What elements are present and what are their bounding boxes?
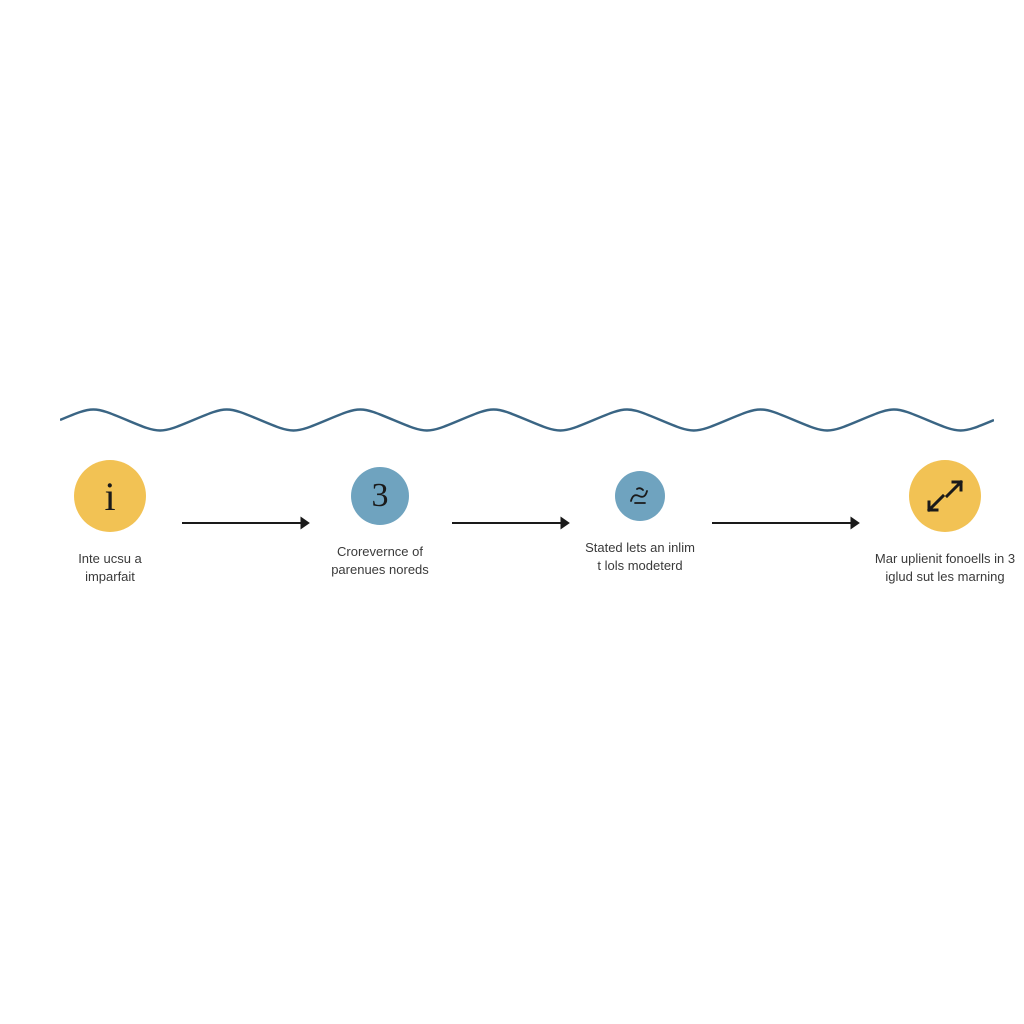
step-2-label: Crorevernce of parenues noreds (310, 543, 450, 579)
flow-steps-row: i Inte ucsu a imparfait 3 Crorevernce of… (40, 460, 984, 586)
arrow-3-4 (710, 487, 860, 559)
step-3: Stated lets an inlim t lols modeterd (570, 471, 710, 575)
number-3-icon: 3 (351, 467, 409, 525)
step-1-label-line1: Inte ucsu a (78, 551, 142, 566)
double-arrow-icon (909, 460, 981, 532)
step-1-label: Inte ucsu a imparfait (40, 550, 180, 586)
step-4-label-line1: Mar uplienit fonoells in 3 (875, 551, 1015, 566)
step-3-label-line1: Stated lets an inlim (585, 540, 695, 555)
process-flow-diagram: i Inte ucsu a imparfait 3 Crorevernce of… (40, 390, 984, 610)
arrow-1-2 (180, 487, 310, 559)
double-arrow-glyph (923, 474, 967, 518)
step-2-label-line2: parenues noreds (331, 562, 429, 577)
step-1: i Inte ucsu a imparfait (40, 460, 180, 586)
arrow-2-3 (450, 487, 570, 559)
step-3-label-line2: t lols modeterd (597, 558, 682, 573)
info-glyph: i (104, 473, 115, 520)
number-3-glyph: 3 (372, 477, 389, 515)
step-4-label-line2: iglud sut les marning (885, 569, 1004, 584)
step-4: Mar uplienit fonoells in 3 iglud sut les… (860, 460, 1024, 586)
step-3-label: Stated lets an inlim t lols modeterd (570, 539, 710, 575)
info-icon: i (74, 460, 146, 532)
script-icon (615, 471, 665, 521)
decorative-wave-line (60, 390, 994, 450)
step-4-label: Mar uplienit fonoells in 3 iglud sut les… (860, 550, 1024, 586)
step-2: 3 Crorevernce of parenues noreds (310, 467, 450, 579)
step-2-label-line1: Crorevernce of (337, 544, 423, 559)
step-1-label-line2: imparfait (85, 569, 135, 584)
script-glyph (625, 481, 655, 511)
